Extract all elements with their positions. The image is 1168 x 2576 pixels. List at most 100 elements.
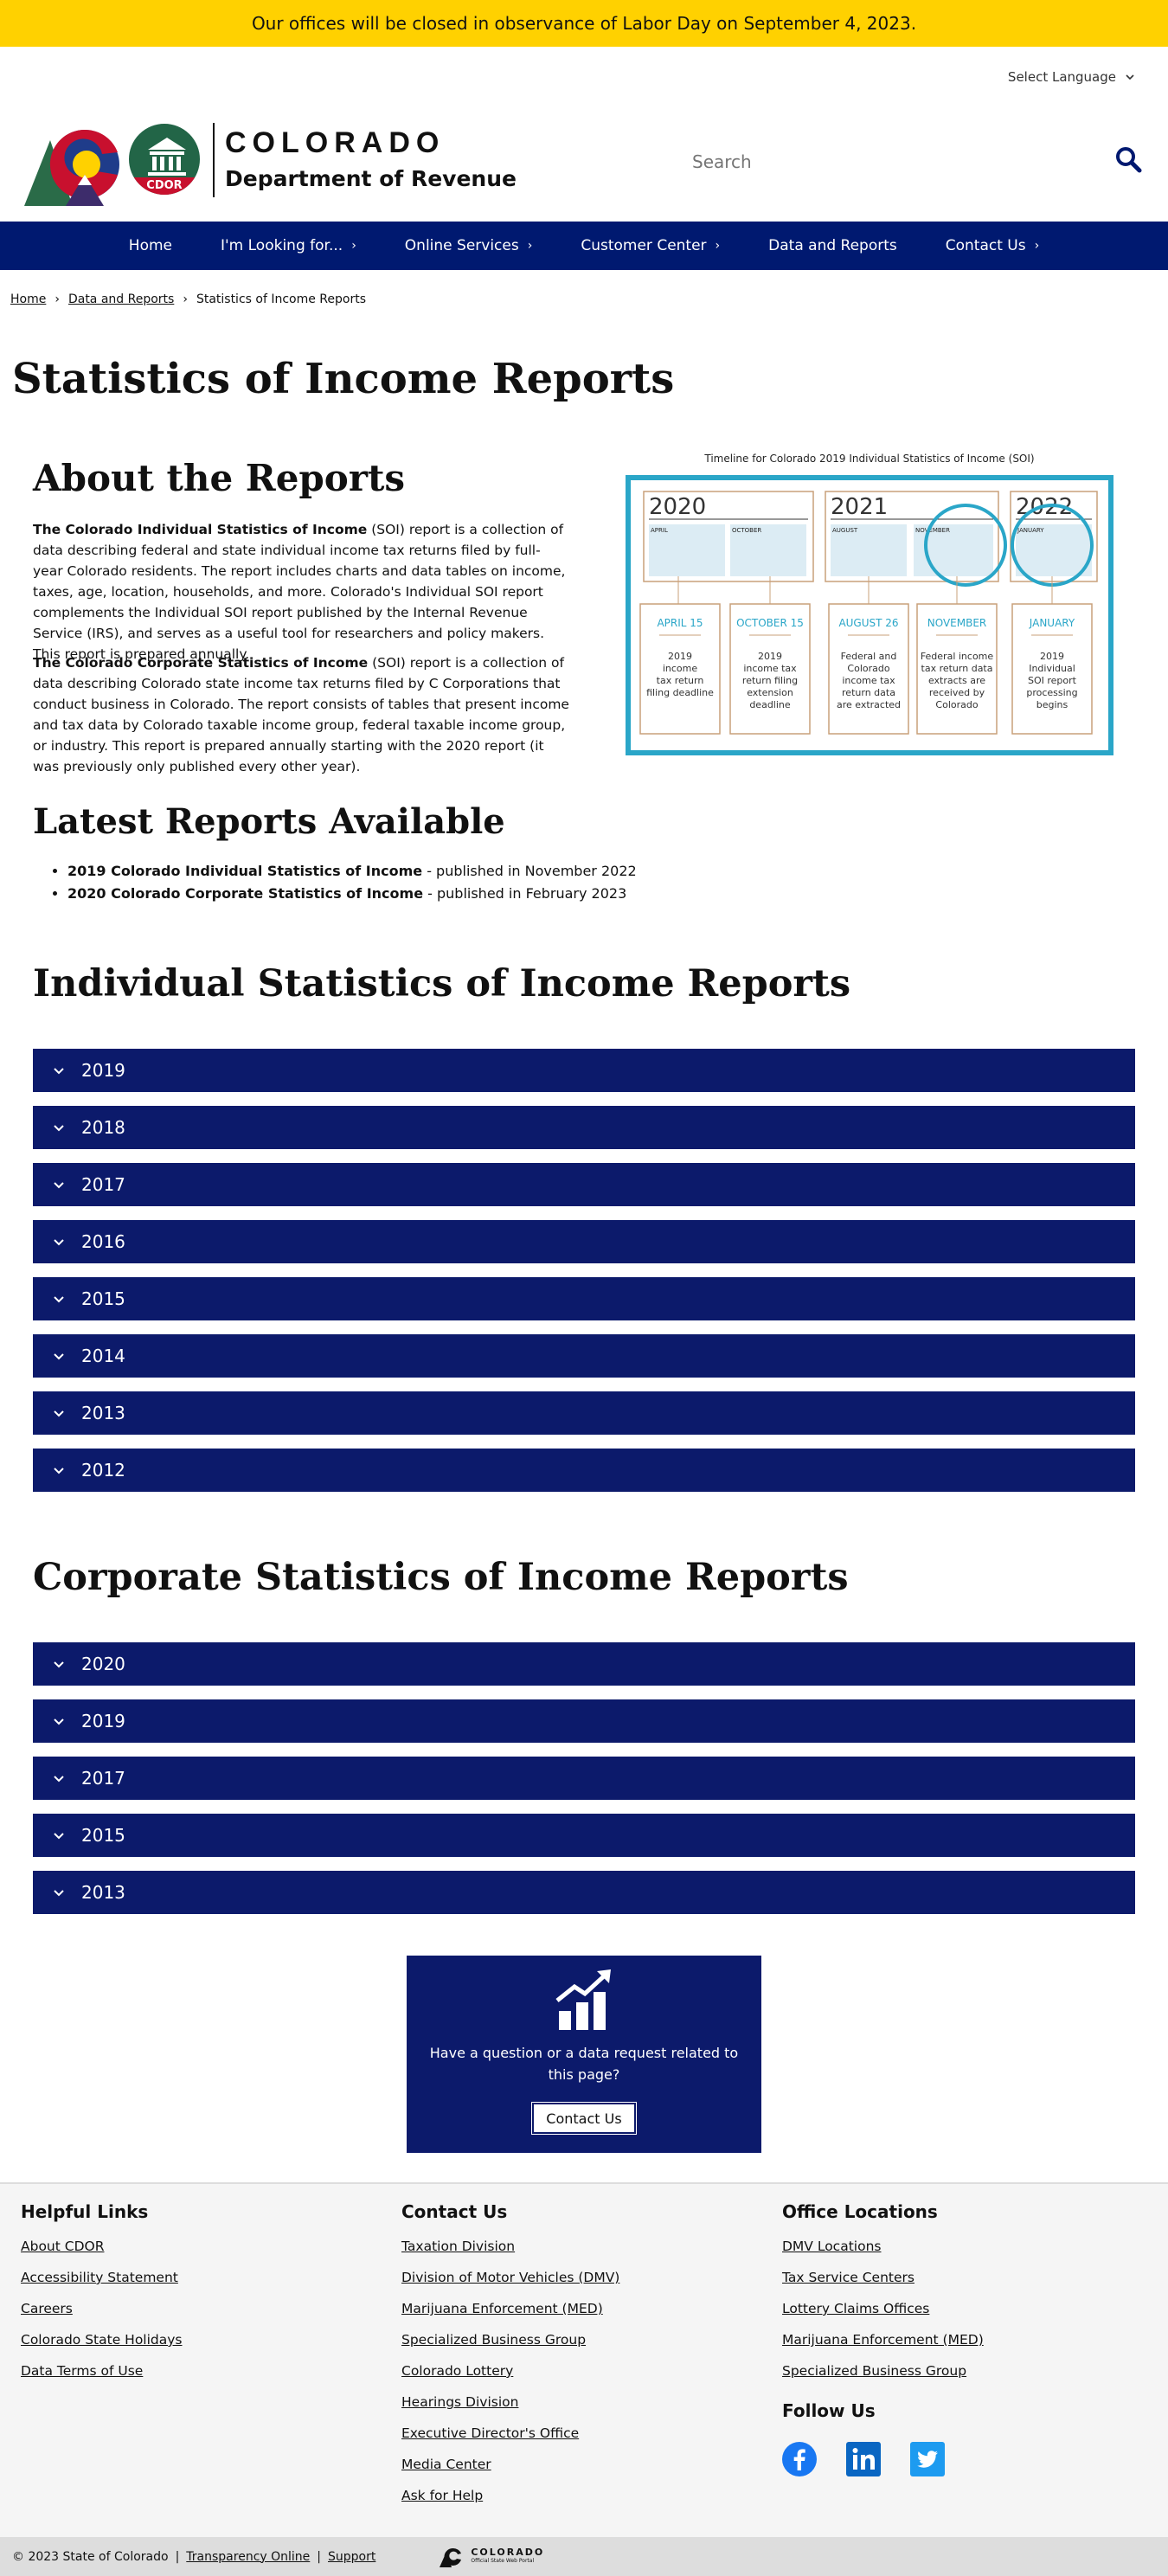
footer-heading: Helpful Links [21, 2201, 149, 2222]
timeline-card-line: SOI report [1028, 675, 1077, 686]
nav-item-online-services[interactable]: Online Services › [381, 222, 557, 270]
main-nav: Home I'm Looking for... › Online Services… [0, 222, 1168, 270]
state-portal-brand[interactable]: COLORADO Official State Web Portal [440, 2547, 544, 2567]
individual-accordion-2014[interactable]: 2014 [33, 1334, 1135, 1378]
nav-label: Contact Us [945, 237, 1026, 254]
nav-item-customer-center[interactable]: Customer Center › [556, 222, 744, 270]
breadcrumb-home[interactable]: Home [10, 292, 47, 306]
footer-link[interactable]: About CDOR [21, 2239, 105, 2254]
footer-link[interactable]: Colorado Lottery [401, 2363, 514, 2379]
corporate-accordion-2019[interactable]: 2019 [33, 1699, 1135, 1743]
search-input[interactable] [692, 144, 1125, 180]
social-links [782, 2442, 984, 2476]
timeline-card-line: begins [1036, 699, 1069, 710]
accordion-label: 2013 [81, 1882, 125, 1903]
individual-accordion-2016[interactable]: 2016 [33, 1220, 1135, 1263]
footer-link[interactable]: Colorado State Holidays [21, 2332, 183, 2348]
support-link[interactable]: Support [328, 2549, 376, 2564]
about-bold: The Colorado Corporate Statistics of Inc… [33, 655, 369, 671]
nav-label: I'm Looking for... [220, 237, 343, 254]
nav-item-looking-for[interactable]: I'm Looking for... › [196, 222, 381, 270]
accordion-label: 2015 [81, 1825, 125, 1846]
corporate-accordion-2015[interactable]: 2015 [33, 1814, 1135, 1857]
footer-link[interactable]: Ask for Help [401, 2488, 484, 2503]
chevron-down-icon [54, 1296, 64, 1303]
footer-link[interactable]: Marijuana Enforcement (MED) [782, 2332, 984, 2348]
individual-accordion-2015[interactable]: 2015 [33, 1277, 1135, 1320]
individual-accordion-2019[interactable]: 2019 [33, 1049, 1135, 1092]
chevron-right-icon: › [351, 239, 356, 253]
corporate-accordion-2017[interactable]: 2017 [33, 1757, 1135, 1800]
report-published: - published in February 2023 [423, 885, 627, 902]
timeline-card-line: are extracted [837, 699, 901, 710]
breadcrumb-data-reports[interactable]: Data and Reports [67, 292, 175, 306]
timeline-card-line: extension [747, 687, 793, 698]
footer-link[interactable]: Careers [21, 2301, 73, 2316]
corporate-accordion-2013[interactable]: 2013 [33, 1871, 1135, 1914]
accordion-label: 2012 [81, 1460, 125, 1481]
cta-text: Have a question or a data request relate… [429, 2045, 739, 2083]
footer-link[interactable]: Executive Director's Office [401, 2425, 580, 2441]
timeline-card-line: extracts are [928, 675, 985, 686]
individual-accordion-2017[interactable]: 2017 [33, 1163, 1135, 1206]
corporate-accordion-2020[interactable]: 2020 [33, 1642, 1135, 1686]
timeline-month: NOVEMBER [915, 527, 950, 534]
state-name: COLORADO [225, 126, 446, 159]
facebook-icon[interactable] [782, 2442, 817, 2476]
footer-link[interactable]: Tax Service Centers [782, 2270, 915, 2285]
timeline-month: APRIL [651, 527, 668, 534]
nav-label: Home [128, 237, 172, 254]
footer-link[interactable]: Taxation Division [401, 2239, 516, 2254]
accordion-label: 2019 [81, 1060, 125, 1081]
footer-link[interactable]: Division of Motor Vehicles (DMV) [401, 2270, 620, 2285]
accordion-label: 2017 [81, 1768, 125, 1789]
footer-link[interactable]: Media Center [401, 2457, 491, 2472]
chevron-right-icon: › [1034, 239, 1040, 253]
footer-office-links: Office Locations DMV Locations Tax Servi… [782, 2201, 984, 2476]
footer-link[interactable]: Specialized Business Group [782, 2363, 967, 2379]
footer-link[interactable]: Marijuana Enforcement (MED) [401, 2301, 603, 2316]
chevron-down-icon [54, 1890, 64, 1897]
accordion-label: 2016 [81, 1231, 125, 1252]
accordion-label: 2018 [81, 1117, 125, 1138]
nav-label: Online Services [404, 237, 519, 254]
colorado-c-logo[interactable] [24, 123, 121, 206]
cdor-logo[interactable]: CDOR [126, 121, 202, 197]
transparency-link[interactable]: Transparency Online [186, 2549, 311, 2564]
footer-link[interactable]: Data Terms of Use [21, 2363, 144, 2379]
accordion-label: 2019 [81, 1711, 125, 1731]
timeline-card-line: deadline [749, 699, 791, 710]
individual-section-title: Individual Statistics of Income Reports [33, 962, 851, 1005]
contact-us-button[interactable]: Contact Us [531, 2102, 637, 2135]
search-icon[interactable] [1114, 145, 1142, 173]
timeline-card-line: 2019 [758, 651, 782, 662]
individual-accordion-2012[interactable]: 2012 [33, 1449, 1135, 1492]
nav-item-data-reports[interactable]: Data and Reports [744, 222, 921, 270]
footer-link[interactable]: Accessibility Statement [21, 2270, 178, 2285]
chevron-down-icon [54, 1353, 64, 1360]
timeline-year: 2021 [831, 494, 888, 520]
footer-link[interactable]: DMV Locations [782, 2239, 882, 2254]
nav-item-contact-us[interactable]: Contact Us › [921, 222, 1063, 270]
linkedin-icon[interactable] [846, 2442, 881, 2476]
individual-accordion-2018[interactable]: 2018 [33, 1106, 1135, 1149]
timeline-year: 2020 [649, 494, 706, 520]
footer-link[interactable]: Specialized Business Group [401, 2332, 587, 2348]
language-selector[interactable]: Select Language [1008, 69, 1135, 85]
chevron-right-icon: › [527, 239, 533, 253]
report-name: 2019 Colorado Individual Statistics of I… [67, 863, 423, 879]
chevron-down-icon [54, 1661, 64, 1668]
list-item: 2020 Colorado Corporate Statistics of In… [67, 883, 637, 905]
timeline-card-date: JANUARY [1029, 617, 1075, 629]
individual-accordion-2013[interactable]: 2013 [33, 1391, 1135, 1435]
about-paragraph-individual: The Colorado Individual Statistics of In… [33, 519, 569, 665]
chevron-down-icon [54, 1125, 64, 1132]
footer-link[interactable]: Hearings Division [401, 2394, 519, 2410]
chevron-down-icon [54, 1718, 64, 1725]
twitter-icon[interactable] [910, 2442, 945, 2476]
footer-link[interactable]: Lottery Claims Offices [782, 2301, 930, 2316]
nav-item-home[interactable]: Home [105, 222, 196, 270]
accordion-label: 2017 [81, 1174, 125, 1195]
latest-reports-title: Latest Reports Available [33, 801, 505, 842]
nav-label: Customer Center [581, 237, 707, 254]
